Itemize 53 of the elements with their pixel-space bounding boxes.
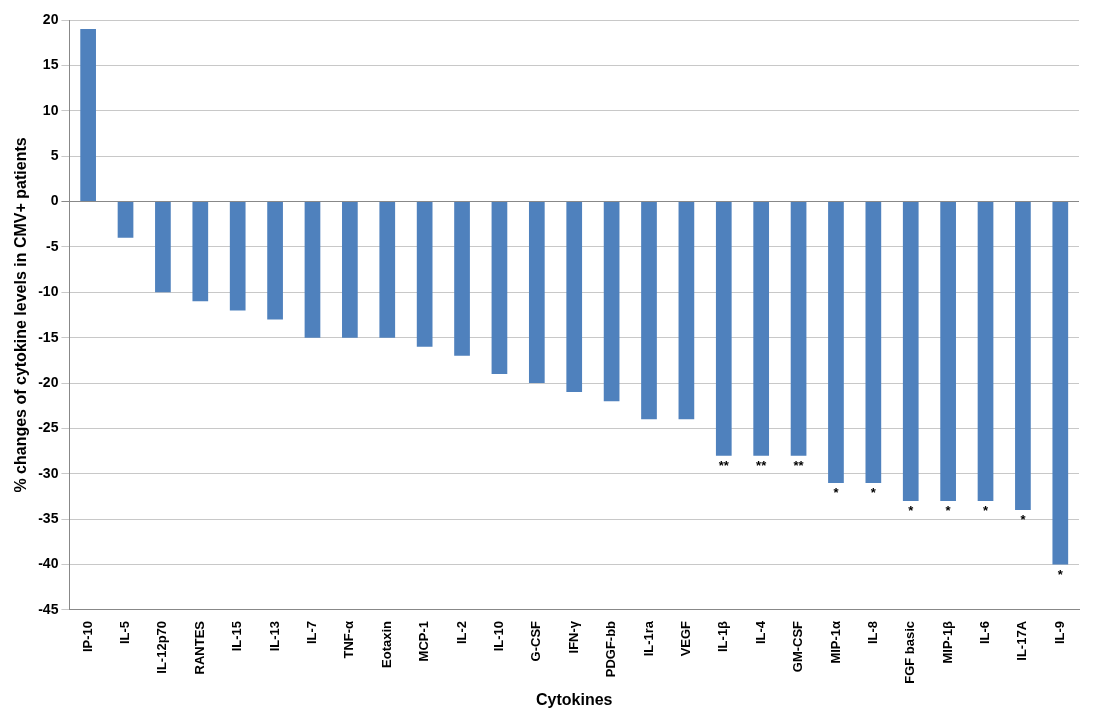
x-tick-label: IFN-γ xyxy=(565,620,581,654)
annotation: * xyxy=(1057,566,1064,582)
annotation: * xyxy=(833,484,840,500)
x-tick-label: IL-7 xyxy=(304,620,320,645)
y-tick-label: -30 xyxy=(38,464,59,481)
x-tick-label: IL-12p70 xyxy=(154,620,170,674)
y-tick-label: 5 xyxy=(50,147,59,163)
x-tick-label: TNF-α xyxy=(341,620,357,659)
annotation: * xyxy=(1020,512,1027,528)
x-tick-label: IP-10 xyxy=(79,620,95,653)
y-axis-title: % changes of cytokine levels in CMV+ patients xyxy=(12,137,30,493)
annotation: * xyxy=(908,503,915,519)
x-tick-label: IL-17A xyxy=(1014,620,1030,661)
x-tick-label: FGF basic xyxy=(902,620,918,684)
y-tick-label: -15 xyxy=(38,328,59,345)
y-tick-label: -5 xyxy=(45,237,59,254)
annotation: ** xyxy=(756,457,768,473)
x-tick-label: IL-6 xyxy=(977,620,993,645)
y-tick-label: -45 xyxy=(38,600,59,617)
x-tick-label: IL-8 xyxy=(864,620,880,645)
annotation: ** xyxy=(793,457,805,473)
x-tick-label: GM-CSF xyxy=(790,620,806,673)
y-tick-label: 20 xyxy=(42,10,59,27)
x-tick-label: IL-2 xyxy=(453,620,469,645)
x-axis-title: Cytokines xyxy=(535,690,613,708)
x-tick-label: MIP-1α xyxy=(827,620,843,664)
x-tick-label: Eotaxin xyxy=(378,620,394,668)
annotation: * xyxy=(945,503,952,519)
x-tick-label: IL-5 xyxy=(117,620,133,645)
y-tick-label: 0 xyxy=(50,192,59,209)
x-tick-label: IL-9 xyxy=(1051,620,1067,645)
y-tick-label: -25 xyxy=(38,419,59,436)
y-tick-label: 15 xyxy=(42,56,59,73)
x-tick-label: IL-15 xyxy=(229,620,245,652)
x-tick-label: IL-10 xyxy=(491,620,507,652)
annotation: ** xyxy=(718,457,730,473)
y-tick-label: -20 xyxy=(38,373,59,390)
x-tick-label: IL-13 xyxy=(266,620,282,652)
x-tick-label: MCP-1 xyxy=(416,620,432,662)
annotation: * xyxy=(982,503,989,519)
x-tick-label: VEGF xyxy=(677,620,693,657)
annotation: * xyxy=(870,484,877,500)
x-tick-label: G-CSF xyxy=(528,620,544,662)
y-tick-label: -10 xyxy=(38,283,59,300)
y-tick-label: -35 xyxy=(38,510,59,527)
x-tick-label: PDGF-bb xyxy=(603,620,619,678)
x-tick-label: IL-1ra xyxy=(640,620,656,657)
y-tick-label: 10 xyxy=(42,101,59,118)
y-tick-label: -40 xyxy=(38,555,59,572)
x-tick-label: RANTES xyxy=(191,620,207,675)
x-tick-label: MIP-1β xyxy=(939,620,955,664)
x-tick-label: IL-4 xyxy=(752,620,768,645)
x-tick-label: IL-1β xyxy=(715,620,731,652)
